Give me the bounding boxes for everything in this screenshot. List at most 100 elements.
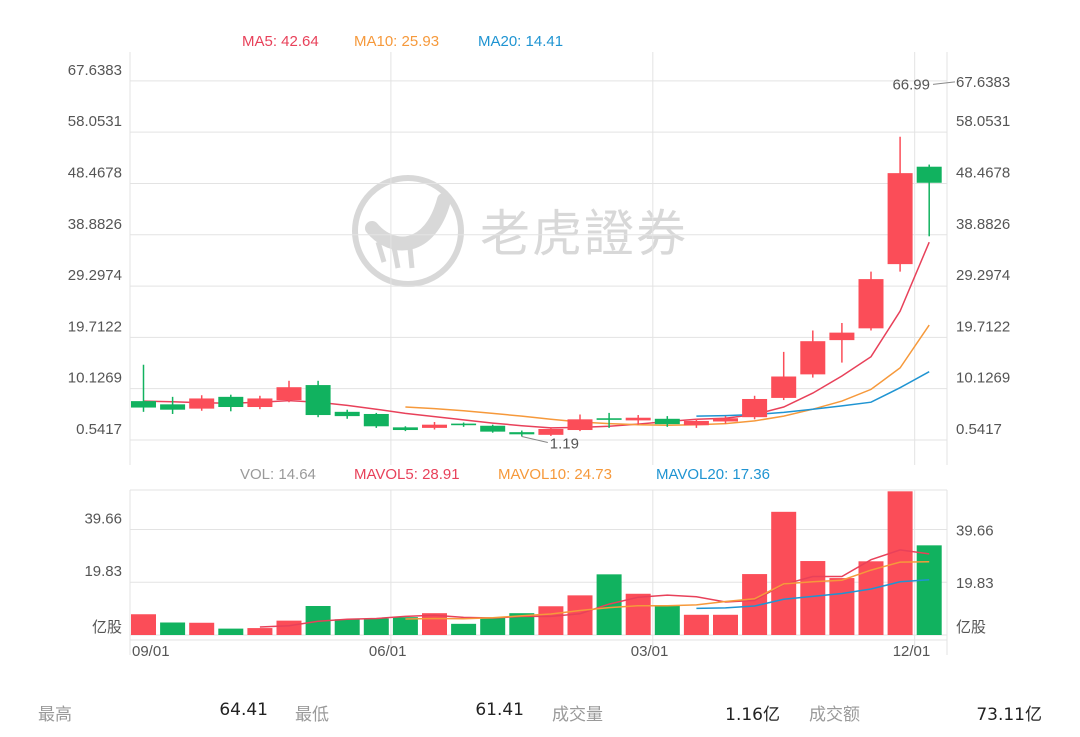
candle-body — [480, 425, 506, 432]
candle-body — [858, 279, 884, 329]
price-tick-left: 10.1269 — [68, 370, 122, 387]
price-tick-right: 10.1269 — [956, 370, 1010, 387]
candle-body — [800, 341, 826, 375]
price-legend-2: MA20: 14.41 — [478, 33, 563, 50]
price-tick-right: 38.8826 — [956, 216, 1010, 233]
candle-body — [422, 424, 447, 428]
candle-body — [334, 411, 360, 417]
price-tick-left: 19.7122 — [68, 318, 122, 335]
price-ma20-line — [696, 371, 930, 417]
low-annotation-leader — [521, 436, 548, 443]
candle-body — [189, 398, 215, 409]
stats-bar: 最高 64.41 最低 61.41 成交量 1.16亿 成交额 73.11亿 — [38, 700, 1042, 726]
volume-legend-1: MAVOL5: 28.91 — [354, 466, 460, 483]
volume-legend-0: VOL: 14.64 — [240, 466, 316, 483]
watermark-logo-icon — [352, 175, 464, 287]
x-tick-label: 03/01 — [631, 643, 669, 660]
stat-volume-label: 成交量 — [552, 705, 603, 725]
candle-body — [276, 387, 302, 401]
volume-bar — [538, 606, 564, 635]
stat-low-label: 最低 — [295, 705, 329, 725]
candle-body — [451, 423, 477, 426]
volume-unit-left: 亿股 — [92, 619, 122, 636]
candle-body — [625, 417, 651, 421]
stat-turnover-label: 成交额 — [809, 705, 860, 725]
price-legend-0: MA5: 42.64 — [242, 33, 319, 50]
volume-bars — [131, 491, 942, 635]
stat-volume-value: 1.16亿 — [725, 705, 780, 725]
volume-bar — [509, 613, 535, 635]
candle-body — [654, 418, 680, 425]
candle-body — [567, 419, 593, 431]
volume-bar — [916, 545, 942, 635]
price-tick-right: 0.5417 — [956, 421, 1002, 438]
volume-bar — [334, 619, 360, 635]
candle-body — [160, 404, 186, 410]
price-ma5-line — [143, 241, 930, 429]
volume-tick-left: 19.83 — [84, 563, 122, 580]
volume-legend-3: MAVOL20: 17.36 — [656, 466, 770, 483]
price-tick-right: 29.2974 — [956, 267, 1010, 284]
volume-bar — [160, 622, 186, 635]
high-annotation: 66.99 — [892, 76, 930, 93]
high-annotation-leader — [932, 81, 956, 85]
x-tick-label: 06/01 — [369, 643, 407, 660]
price-tick-right: 48.4678 — [956, 164, 1010, 181]
volume-bar — [625, 593, 651, 635]
volume-bar — [451, 623, 477, 635]
current-price-tick: 67.6383 — [956, 74, 1010, 91]
candle-body — [247, 398, 273, 408]
volume-bar — [363, 618, 389, 635]
price-tick-left: 0.5417 — [76, 421, 122, 438]
candle-body — [596, 418, 622, 420]
volume-bar — [189, 622, 215, 635]
volume-mavol5-line — [259, 549, 930, 628]
candle-body — [829, 332, 855, 341]
price-tick-left: 48.4678 — [68, 164, 122, 181]
candle-body — [887, 173, 913, 265]
price-tick-left: 58.0531 — [68, 113, 122, 130]
candle-body — [683, 420, 709, 426]
candlestick-chart: 老虎證券 09/01 06/01 03/01 12/01 67.6383 58.0531 5… — [68, 33, 1010, 660]
price-tick-right: 19.7122 — [956, 318, 1010, 335]
price-tick-left: 38.8826 — [68, 216, 122, 233]
volume-bar — [771, 511, 797, 635]
volume-bar — [887, 491, 913, 635]
price-legend-1: MA10: 25.93 — [354, 33, 439, 50]
candle-body — [218, 396, 244, 408]
volume-bar — [713, 614, 738, 635]
candle-body — [509, 432, 535, 435]
low-annotation: 1.19 — [550, 436, 579, 453]
volume-tick-right: 19.83 — [956, 575, 994, 592]
volume-bar — [800, 561, 826, 635]
volume-moving-averages — [259, 549, 930, 628]
volume-unit-right: 亿股 — [956, 619, 986, 636]
axis-labels: 09/01 06/01 03/01 12/01 67.6383 58.0531 58.053… — [68, 62, 1010, 660]
watermark-text: 老虎證券 — [480, 205, 688, 263]
price-tick-right: 58.0531 — [956, 113, 1010, 130]
watermark-logo-stripes — [375, 241, 415, 269]
volume-bar — [829, 578, 855, 635]
x-tick-label: 12/01 — [893, 643, 931, 660]
volume-bar — [276, 620, 302, 635]
stat-high-label: 最高 — [38, 705, 72, 725]
volume-bar — [131, 614, 156, 635]
candle-body — [771, 376, 797, 398]
volume-bar — [392, 617, 418, 635]
price-tick-left: 67.6383 — [68, 62, 122, 79]
candles — [131, 136, 942, 437]
stat-turnover-value: 73.11亿 — [976, 705, 1042, 725]
candle-body — [916, 166, 942, 183]
candle-body — [538, 428, 564, 435]
candle-body — [713, 418, 738, 422]
legends: MA5: 42.64 MA10: 25.93 MA20: 14.41 VOL: 14.… — [240, 33, 770, 483]
candle-body — [131, 401, 156, 408]
stat-low-value: 61.41 — [475, 700, 524, 720]
price-tick-left: 29.2974 — [68, 267, 122, 284]
volume-bar — [247, 628, 273, 635]
watermark-logo-tail — [365, 193, 451, 251]
volume-bar — [480, 617, 506, 635]
candle-body — [742, 398, 768, 418]
volume-mavol10-line — [405, 561, 930, 620]
stat-high-value: 64.41 — [219, 700, 268, 720]
